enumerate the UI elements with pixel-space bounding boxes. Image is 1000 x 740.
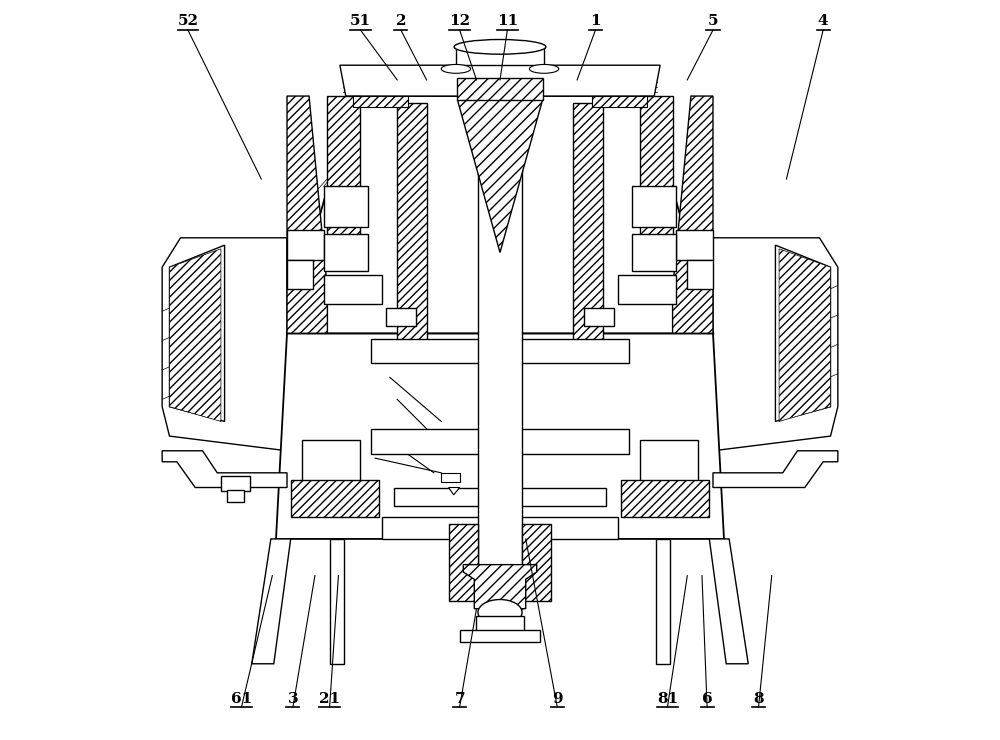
Polygon shape [676, 230, 713, 260]
Text: 6: 6 [702, 692, 712, 706]
Polygon shape [449, 524, 478, 602]
Text: 61: 61 [231, 692, 252, 706]
Polygon shape [327, 96, 360, 245]
Polygon shape [584, 308, 614, 326]
Ellipse shape [454, 39, 546, 54]
Polygon shape [371, 428, 629, 454]
Polygon shape [397, 104, 427, 340]
Polygon shape [330, 539, 344, 664]
Text: 81: 81 [657, 692, 678, 706]
Polygon shape [252, 539, 291, 664]
Polygon shape [618, 275, 676, 304]
Polygon shape [324, 234, 368, 271]
Polygon shape [673, 96, 713, 333]
Ellipse shape [478, 599, 522, 625]
Polygon shape [476, 616, 524, 630]
Text: 5: 5 [708, 15, 718, 28]
Polygon shape [460, 630, 540, 642]
Text: 11: 11 [497, 15, 518, 28]
Text: 7: 7 [454, 692, 465, 706]
Polygon shape [394, 488, 606, 506]
Polygon shape [302, 440, 360, 499]
Polygon shape [276, 333, 724, 539]
Polygon shape [449, 488, 460, 495]
Polygon shape [478, 96, 522, 609]
Polygon shape [573, 104, 603, 340]
Polygon shape [456, 47, 544, 65]
Polygon shape [709, 539, 748, 664]
Polygon shape [457, 78, 543, 100]
Polygon shape [371, 339, 629, 363]
Polygon shape [170, 249, 221, 421]
Polygon shape [162, 451, 287, 488]
Polygon shape [779, 249, 830, 421]
Polygon shape [386, 308, 416, 326]
Ellipse shape [529, 64, 559, 73]
Polygon shape [382, 517, 618, 539]
Polygon shape [640, 96, 673, 245]
Text: 2: 2 [396, 15, 406, 28]
Polygon shape [324, 275, 382, 304]
Text: 1: 1 [590, 15, 601, 28]
Polygon shape [353, 96, 408, 107]
Text: 51: 51 [350, 15, 371, 28]
Text: 3: 3 [288, 692, 298, 706]
Polygon shape [291, 480, 379, 517]
Polygon shape [463, 565, 537, 609]
Polygon shape [775, 245, 830, 421]
Polygon shape [340, 65, 660, 96]
Polygon shape [287, 230, 324, 260]
Text: 4: 4 [818, 15, 828, 28]
Polygon shape [457, 100, 543, 252]
Polygon shape [287, 96, 713, 333]
Polygon shape [640, 440, 698, 499]
Text: 21: 21 [319, 692, 340, 706]
Polygon shape [656, 539, 670, 664]
Polygon shape [632, 234, 676, 271]
Polygon shape [221, 477, 250, 491]
Polygon shape [632, 186, 676, 226]
Polygon shape [592, 96, 647, 107]
Polygon shape [324, 186, 368, 226]
Polygon shape [441, 473, 460, 482]
Text: 12: 12 [449, 15, 470, 28]
Polygon shape [287, 260, 313, 289]
Polygon shape [687, 260, 713, 289]
Ellipse shape [441, 64, 471, 73]
Polygon shape [522, 524, 551, 602]
Polygon shape [227, 491, 244, 502]
Polygon shape [713, 238, 838, 451]
Text: 9: 9 [552, 692, 563, 706]
Polygon shape [621, 480, 709, 517]
Polygon shape [162, 238, 287, 451]
Text: 52: 52 [177, 15, 198, 28]
Polygon shape [170, 245, 225, 421]
Polygon shape [713, 451, 838, 488]
Text: 8: 8 [753, 692, 764, 706]
Polygon shape [287, 96, 327, 333]
